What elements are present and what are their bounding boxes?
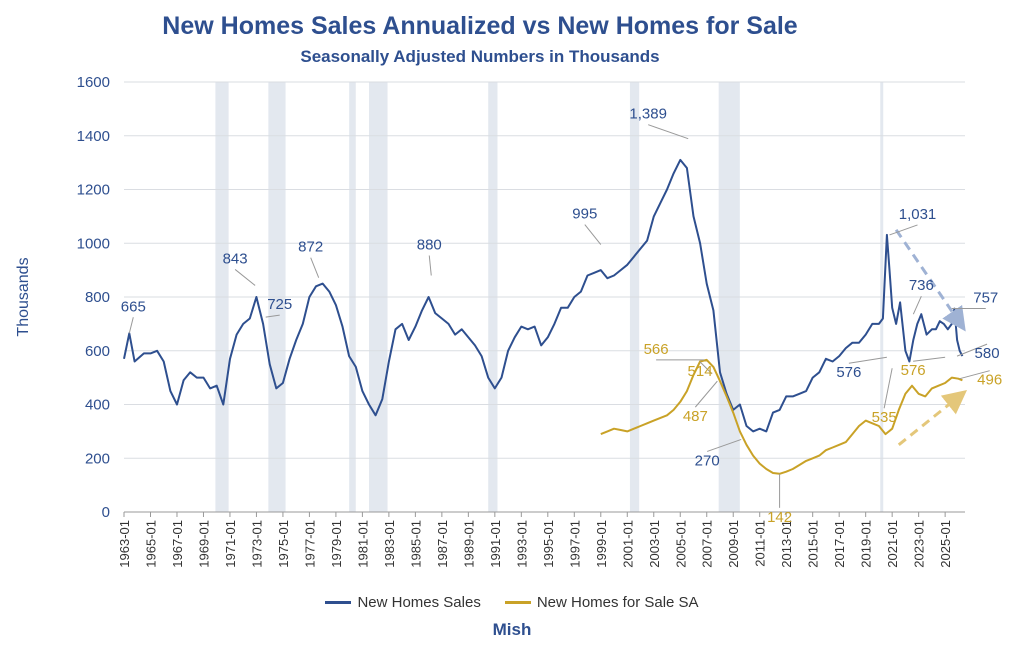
data-label-sales-665: 665 [121, 298, 146, 315]
data-label-sales-995: 995 [572, 206, 597, 223]
legend-item-sales[interactable]: New Homes Sales [325, 594, 481, 611]
x-tick-label-1971-01: 1971-01 [223, 520, 238, 568]
leader-line-1-6 [959, 370, 990, 380]
data-label-sales-843: 843 [223, 250, 248, 267]
leader-line-0-10 [912, 295, 922, 315]
data-label-sales-880: 880 [417, 237, 442, 254]
legend: New Homes Sales New Homes for Sale SA [0, 594, 1024, 611]
legend-label-sales: New Homes Sales [357, 594, 481, 611]
y-tick-label-1400: 1400 [77, 128, 110, 145]
series-line-new-homes-for-sale [600, 358, 963, 475]
series-line-new-homes-sales [123, 158, 964, 433]
leader-line-1-4 [883, 368, 893, 409]
leader-line-0-8 [848, 356, 887, 364]
x-tick-label-1963-01: 1963-01 [117, 520, 132, 568]
x-tick-label-2005-01: 2005-01 [673, 520, 688, 568]
x-tick-label-1999-01: 1999-01 [594, 520, 609, 568]
x-tick-label-2007-01: 2007-01 [700, 520, 715, 568]
leader-line-0-7 [707, 438, 742, 452]
leader-line-0-9 [889, 224, 918, 236]
x-tick-label-1965-01: 1965-01 [143, 520, 158, 568]
data-label-for-sale-514: 514 [688, 363, 713, 380]
leader-line-0-5 [584, 224, 602, 245]
y-tick-label-400: 400 [85, 397, 110, 414]
data-label-for-sale-142: 142 [767, 509, 792, 526]
x-tick-label-2023-01: 2023-01 [912, 520, 927, 568]
x-tick-label-2025-01: 2025-01 [938, 520, 953, 568]
data-label-for-sale-487: 487 [683, 408, 708, 425]
x-tick-label-1967-01: 1967-01 [170, 520, 185, 568]
data-label-for-sale-566: 566 [644, 341, 669, 358]
chart-subtitle: Seasonally Adjusted Numbers in Thousands [300, 47, 660, 66]
author-label: Mish [492, 620, 532, 639]
leader-line-0-4 [428, 255, 432, 276]
x-tick-label-1979-01: 1979-01 [329, 520, 344, 568]
x-tick-label-2019-01: 2019-01 [859, 520, 874, 568]
leader-line-0-2 [265, 314, 280, 318]
x-tick-label-2001-01: 2001-01 [620, 520, 635, 568]
legend-item-for-sale[interactable]: New Homes for Sale SA [504, 594, 699, 611]
leader-line-0-1 [234, 269, 256, 286]
leader-line-1-1 [699, 361, 713, 375]
x-tick-label-1997-01: 1997-01 [567, 520, 582, 568]
uptrend-arrow [897, 389, 968, 446]
x-tick-label-1991-01: 1991-01 [488, 520, 503, 568]
y-tick-label-800: 800 [85, 289, 110, 306]
y-tick-label-1600: 1600 [77, 74, 110, 91]
data-label-sales-580: 580 [975, 345, 1000, 362]
data-label-sales-736: 736 [909, 277, 934, 294]
y-tick-label-600: 600 [85, 343, 110, 360]
x-tick-label-1985-01: 1985-01 [408, 520, 423, 568]
legend-label-for-sale: New Homes for Sale SA [536, 594, 699, 611]
leader-line-0-12 [956, 343, 988, 357]
y-tick-label-1200: 1200 [77, 182, 110, 199]
leader-line-1-5 [913, 356, 946, 362]
x-tick-label-1969-01: 1969-01 [196, 520, 211, 568]
x-tick-label-1981-01: 1981-01 [355, 520, 370, 568]
leader-line-0-3 [310, 257, 320, 278]
x-tick-label-1989-01: 1989-01 [461, 520, 476, 568]
x-tick-label-2013-01: 2013-01 [779, 520, 794, 568]
x-tick-label-2011-01: 2011-01 [753, 520, 768, 567]
data-label-sales-1389: 1,389 [629, 106, 667, 123]
legend-swatch-for-sale [504, 601, 531, 604]
x-tick-label-1995-01: 1995-01 [541, 520, 556, 568]
legend-swatch-sales [325, 601, 352, 604]
x-tick-label-1975-01: 1975-01 [276, 520, 291, 568]
x-tick-label-2015-01: 2015-01 [806, 520, 821, 568]
data-label-for-sale-576: 576 [901, 362, 926, 379]
data-label-for-sale-496: 496 [977, 372, 1002, 389]
x-tick-label-2009-01: 2009-01 [726, 520, 741, 568]
data-label-sales-1031: 1,031 [899, 206, 937, 223]
leader-line-1-2 [694, 380, 718, 408]
leader-line-0-6 [648, 124, 689, 140]
x-tick-label-1993-01: 1993-01 [514, 520, 529, 568]
x-tick-label-2017-01: 2017-01 [832, 520, 847, 568]
x-tick-label-2003-01: 2003-01 [647, 520, 662, 568]
leader-line-0-0 [128, 317, 134, 334]
data-label-sales-757: 757 [973, 290, 998, 307]
x-tick-label-1977-01: 1977-01 [302, 520, 317, 568]
y-tick-label-200: 200 [85, 450, 110, 467]
downtrend-arrow [894, 228, 966, 332]
chart-title: New Homes Sales Annualized vs New Homes … [162, 12, 798, 40]
data-label-for-sale-535: 535 [872, 409, 897, 426]
x-tick-label-1973-01: 1973-01 [249, 520, 264, 568]
y-tick-label-1000: 1000 [77, 235, 110, 252]
x-tick-label-1983-01: 1983-01 [382, 520, 397, 568]
y-axis-title: Thousands [15, 257, 32, 336]
y-tick-label-0: 0 [102, 504, 110, 521]
x-tick-label-2021-01: 2021-01 [885, 520, 900, 568]
data-label-sales-576: 576 [836, 364, 861, 381]
x-tick-label-1987-01: 1987-01 [435, 520, 450, 568]
data-label-sales-270: 270 [695, 452, 720, 469]
data-label-sales-725: 725 [267, 296, 292, 313]
data-label-sales-872: 872 [298, 239, 323, 256]
